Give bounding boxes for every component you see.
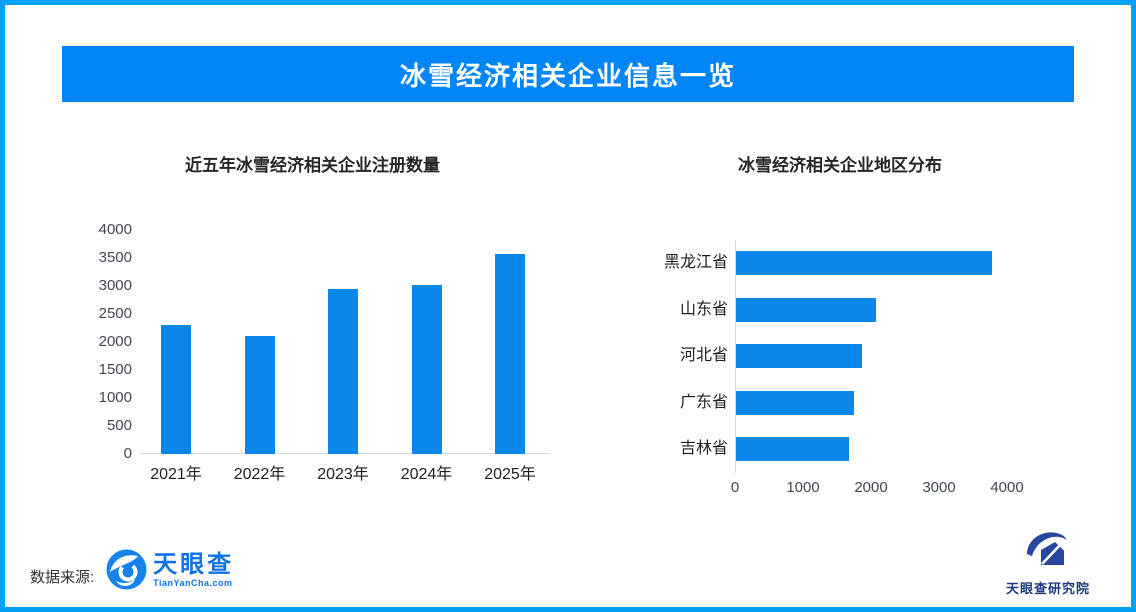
x-category-label: 2022年 — [233, 466, 286, 483]
tianyancha-name: 天眼查 — [153, 550, 235, 578]
tianyancha-eye-icon — [106, 549, 147, 590]
y-tick-label: 3500 — [98, 249, 132, 266]
region-label: 山东省 — [679, 300, 728, 318]
bar — [736, 437, 849, 461]
region-label: 黑龙江省 — [663, 254, 728, 271]
bar — [736, 344, 862, 368]
bar — [161, 325, 191, 454]
regions-bar-chart: 黑龙江省山东省河北省广东省吉林省 0 1000 2000 3000 4000 — [645, 238, 1085, 513]
y-tick-label: 1000 — [98, 389, 132, 406]
tianyancha-logo: 天眼查 TianYanCha.com — [106, 549, 234, 590]
institute-logo: 天眼查研究院 — [1000, 527, 1096, 597]
y-tick-label: 500 — [106, 417, 132, 434]
tianyancha-wordmark: 天眼查 TianYanCha.com — [153, 550, 235, 588]
y-tick-label: 4000 — [98, 221, 132, 238]
y-tick-label: 3000 — [98, 277, 132, 294]
y-tick-label: 2000 — [98, 333, 132, 350]
institute-name: 天眼查研究院 — [1005, 581, 1090, 596]
x-tick-label: 4000 — [990, 479, 1024, 496]
registrations-bar-chart: 0 500 1000 1500 2000 2500 3000 3500 4000 2021年 202… — [88, 221, 568, 502]
data-source-label: 数据来源: — [30, 569, 95, 586]
x-tick-label: 1000 — [786, 479, 820, 496]
page-title: 冰雪经济相关企业信息一览 — [399, 60, 736, 91]
institute-swoosh-icon — [1027, 532, 1067, 565]
bar — [736, 251, 992, 275]
bar — [495, 254, 525, 454]
bar — [736, 297, 876, 322]
y-tick-label: 0 — [123, 445, 132, 462]
x-category-label: 2025年 — [484, 466, 536, 483]
x-tick-label: 3000 — [922, 479, 956, 496]
data-source: 数据来源: 天眼查 TianYanCha.com — [30, 549, 234, 590]
region-label: 河北省 — [679, 347, 728, 364]
right-plot-axis-line — [735, 240, 736, 473]
right-chart-title: 冰雪经济相关企业地区分布 — [738, 156, 942, 175]
bar — [411, 285, 442, 454]
bar — [328, 289, 358, 454]
title-banner: 冰雪经济相关企业信息一览 — [62, 46, 1074, 102]
tianyancha-domain: TianYanCha.com — [153, 577, 233, 588]
x-category-label: 2023年 — [317, 466, 369, 483]
x-tick-label: 0 — [730, 479, 740, 496]
y-tick-label: 1500 — [98, 361, 132, 378]
x-tick-label: 2000 — [854, 479, 888, 496]
x-category-label: 2021年 — [150, 466, 202, 483]
region-label: 吉林省 — [679, 440, 728, 457]
x-category-label: 2024年 — [400, 466, 453, 483]
left-chart-title: 近五年冰雪经济相关企业注册数量 — [185, 156, 440, 175]
bar — [736, 390, 854, 415]
y-tick-label: 2500 — [98, 305, 132, 322]
bar — [244, 336, 275, 454]
region-label: 广东省 — [679, 393, 728, 411]
